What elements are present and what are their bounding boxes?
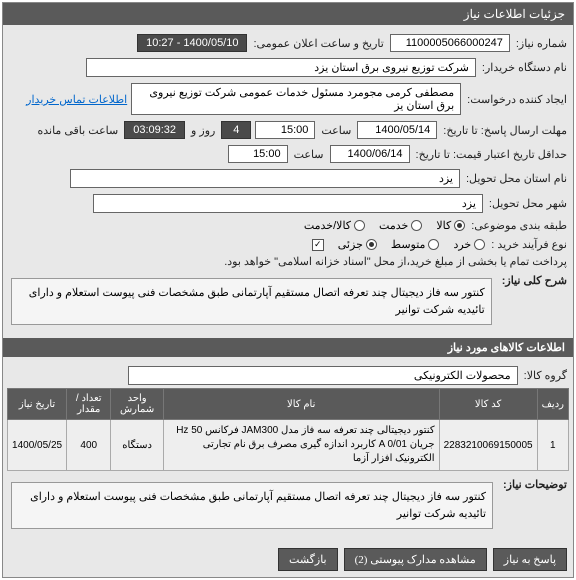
org-label: نام دستگاه خریدار:	[480, 61, 569, 74]
col-name: نام کالا	[163, 389, 439, 420]
min-valid-time: 15:00	[228, 145, 288, 163]
desc-box: کنتور سه فاز دیجیتال چند تعرفه اتصال مست…	[11, 278, 492, 325]
radio-partial-label: جزئی	[338, 238, 363, 251]
min-valid-label: حداقل تاریخ اعتبار قیمت: تا تاریخ:	[414, 148, 569, 161]
deliver-city-label: شهر محل تحویل:	[487, 197, 569, 210]
group-value: محصولات الکترونیکی	[128, 366, 518, 385]
deliver-city: یزد	[93, 194, 483, 213]
org-value: شرکت توزیع نیروی برق استان یزد	[86, 58, 476, 77]
countdown: 03:09:32	[124, 121, 185, 139]
extra-label: توضیحات نیاز:	[501, 478, 569, 491]
need-details-panel: جزئیات اطلاعات نیاز شماره نیاز: 11000050…	[2, 2, 574, 578]
cell-name: کنتور دیجیتالی چند تعرفه سه فاز مدل JAM3…	[163, 420, 439, 471]
radio-medium-label: متوسط	[391, 238, 426, 251]
panel-header: جزئیات اطلاعات نیاز	[3, 3, 573, 25]
reply-time: 15:00	[255, 121, 315, 139]
treasury-checkbox[interactable]	[312, 239, 324, 251]
items-section: گروه کالا: محصولات الکترونیکی ردیف کد کا…	[3, 357, 573, 542]
announce-label: تاریخ و ساعت اعلان عمومی:	[251, 37, 385, 50]
proc-label: نوع فرآیند خرید :	[489, 238, 569, 251]
cell-qty: 400	[67, 420, 111, 471]
remain-label: ساعت باقی مانده	[35, 124, 120, 137]
radio-goods[interactable]: کالا	[436, 219, 465, 232]
contact-link[interactable]: اطلاعات تماس خریدار	[26, 93, 127, 106]
col-idx: ردیف	[537, 389, 568, 420]
cell-date: 1400/05/25	[8, 420, 67, 471]
radio-both-label: کالا/خدمت	[304, 219, 351, 232]
cell-idx: 1	[537, 420, 568, 471]
min-valid-date: 1400/06/14	[330, 145, 410, 163]
back-button[interactable]: بازگشت	[278, 548, 338, 571]
days-value: 4	[221, 121, 251, 139]
radio-medium[interactable]: متوسط	[391, 238, 440, 251]
radio-goods-label: کالا	[436, 219, 451, 232]
radio-small[interactable]: خرد	[453, 238, 485, 251]
need-no-value: 1100005066000247	[390, 34, 510, 52]
col-date: تاریخ نیاز	[8, 389, 67, 420]
deliver-prov: یزد	[70, 169, 460, 188]
days-label: روز و	[189, 124, 217, 137]
announce-value: 1400/05/10 - 10:27	[137, 34, 247, 52]
attachments-button[interactable]: مشاهده مدارک پیوستی (2)	[344, 548, 487, 571]
class-label: طبقه بندی موضوعی:	[469, 219, 569, 232]
deliver-prov-label: نام استان محل تحویل:	[464, 172, 569, 185]
reply-date: 1400/05/14	[357, 121, 437, 139]
need-no-label: شماره نیاز:	[514, 37, 569, 50]
cell-code: 2283210069150005	[439, 420, 537, 471]
time-label-2: ساعت	[292, 148, 326, 161]
items-table: ردیف کد کالا نام کالا واحد شمارش تعداد /…	[7, 388, 569, 471]
info-section: شماره نیاز: 1100005066000247 تاریخ و ساع…	[3, 25, 573, 338]
group-label: گروه کالا:	[522, 369, 569, 382]
items-header: اطلاعات کالاهای مورد نیاز	[3, 338, 573, 357]
creator-label: ایجاد کننده درخواست:	[465, 93, 569, 106]
radio-service-label: خدمت	[379, 219, 408, 232]
table-row[interactable]: 1 2283210069150005 کنتور دیجیتالی چند تع…	[8, 420, 569, 471]
col-unit: واحد شمارش	[111, 389, 163, 420]
time-label-1: ساعت	[319, 124, 353, 137]
treasury-note: پرداخت تمام یا بخشی از مبلغ خرید،از محل …	[222, 255, 569, 268]
desc-label: شرح کلی نیاز:	[500, 274, 569, 287]
col-qty: تعداد / مقدار	[67, 389, 111, 420]
radio-partial[interactable]: جزئی	[338, 238, 377, 251]
table-header-row: ردیف کد کالا نام کالا واحد شمارش تعداد /…	[8, 389, 569, 420]
reply-deadline-label: مهلت ارسال پاسخ: تا تاریخ:	[441, 124, 569, 137]
footer: پاسخ به نیاز مشاهده مدارک پیوستی (2) باز…	[3, 542, 573, 577]
creator-value: مصطفی کرمی مجومرد مسئول خدمات عمومی شرکت…	[131, 83, 461, 115]
radio-service[interactable]: خدمت	[379, 219, 422, 232]
radio-small-label: خرد	[453, 238, 471, 251]
extra-box: کنتور سه فاز دیجیتال چند تعرفه اتصال مست…	[11, 482, 493, 529]
cell-unit: دستگاه	[111, 420, 163, 471]
reply-button[interactable]: پاسخ به نیاز	[493, 548, 567, 571]
radio-both[interactable]: کالا/خدمت	[304, 219, 365, 232]
col-code: کد کالا	[439, 389, 537, 420]
